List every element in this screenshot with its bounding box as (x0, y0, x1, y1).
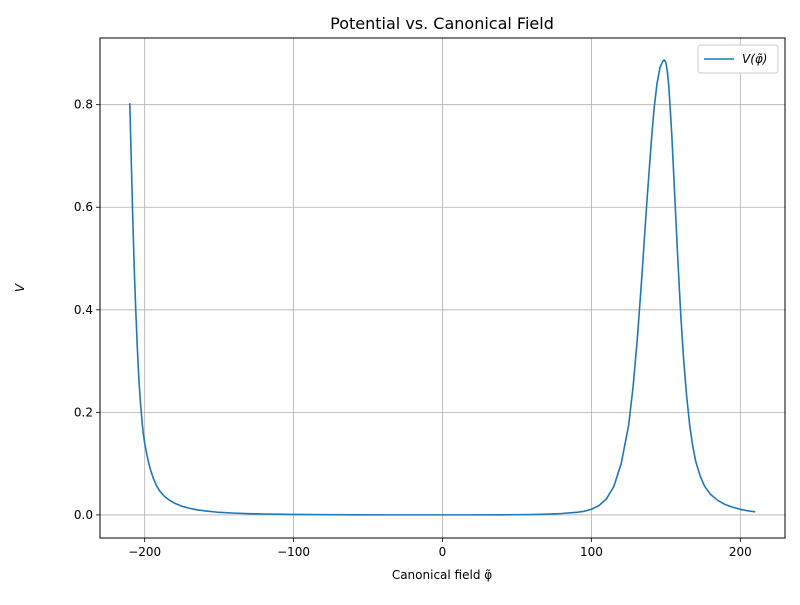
y-axis-label: V (13, 283, 27, 292)
x-axis-label: Canonical field φ̃ (392, 568, 492, 582)
y-axis-ticks: 0.0 0.2 0.4 0.6 0.8 (74, 98, 100, 522)
y-tick-label: 0.6 (74, 200, 93, 214)
x-tick-label: −100 (277, 545, 310, 559)
series-line (128, 59, 756, 516)
legend: V(φ̃) (697, 44, 779, 74)
plot-frame (99, 37, 786, 539)
y-tick-label: 0.8 (74, 98, 93, 112)
x-tick-label: −200 (128, 545, 161, 559)
legend-label: V(φ̃) (742, 52, 768, 66)
x-tick-label: 200 (729, 545, 752, 559)
y-tick-label: 0.0 (74, 508, 93, 522)
chart-title: Potential vs. Canonical Field (330, 14, 554, 33)
series-layer (128, 59, 756, 516)
y-tick-label: 0.4 (74, 303, 93, 317)
legend-box (697, 44, 779, 74)
y-tick-label: 0.2 (74, 405, 93, 419)
x-tick-label: 100 (580, 545, 603, 559)
grid-lines (100, 38, 785, 538)
x-tick-label: 0 (439, 545, 447, 559)
x-axis-ticks: −200 −100 0 100 200 (128, 538, 752, 559)
